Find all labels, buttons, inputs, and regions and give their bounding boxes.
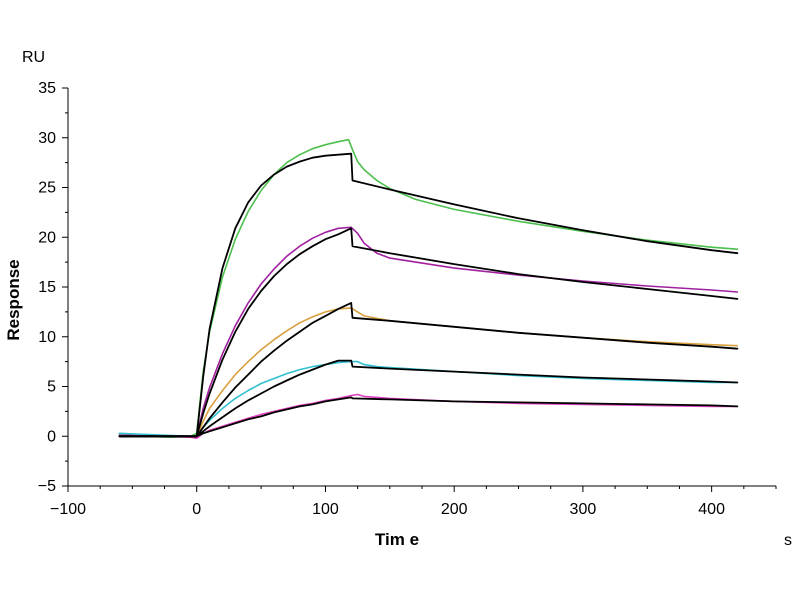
y-tick-label: 5 [47,379,56,396]
fit-curve-5 [118,302,739,438]
x-tick-label: −100 [50,501,86,518]
fit-curve-7 [118,359,739,438]
y-tick-label: 15 [38,279,56,296]
y-axis-title: Response [4,259,23,340]
fit-curve-1 [118,152,739,438]
x-axis: −100 0 100 200 300 400 [50,485,777,518]
y-tick-label: 10 [38,329,56,346]
y-tick-label: 35 [38,80,56,97]
x-tick-label: 200 [441,501,468,518]
x-tick-label: 400 [698,501,725,518]
y-tick-label: 0 [47,428,56,445]
x-ticks: −100 0 100 200 300 400 [50,486,777,518]
x-unit-label: s [784,532,792,549]
series-layer [118,138,739,439]
fit-curve-3 [118,227,739,438]
y-tick-label: 25 [38,180,56,197]
x-tick-label: 0 [192,501,201,518]
y-tick-label: −5 [38,478,56,495]
measured-curve-8 [118,393,739,439]
y-axis: −5 0 5 10 15 20 25 30 35 [38,80,69,495]
fit-curve-9 [118,396,739,438]
x-tick-label: 300 [570,501,597,518]
x-axis-title: Tim e [375,530,419,549]
y-tick-label: 20 [38,229,56,246]
x-tick-label: 100 [312,501,339,518]
y-tick-label: 30 [38,130,56,147]
y-ticks: −5 0 5 10 15 20 25 30 35 [38,80,68,495]
y-unit-label: RU [22,49,45,66]
measured-curve-2 [118,226,739,438]
